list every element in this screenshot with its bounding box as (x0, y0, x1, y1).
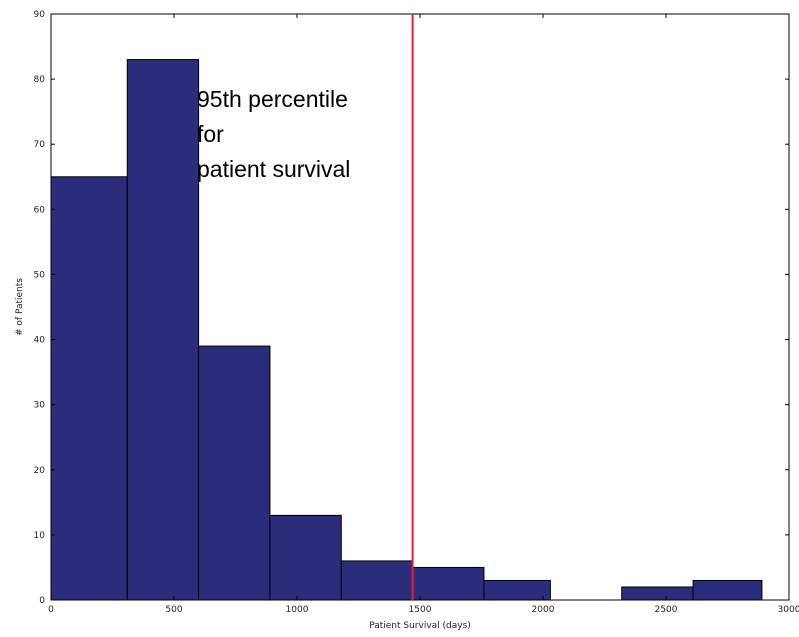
x-axis-label: Patient Survival (days) (369, 621, 471, 631)
y-tick-label: 0 (39, 596, 45, 606)
x-tick-label: 1000 (286, 605, 309, 615)
x-tick-label: 0 (48, 605, 54, 615)
y-axis-label: # of Patients (15, 278, 25, 336)
histogram-bar-4 (269, 514, 342, 601)
annotation-line-1: 95th percentile (197, 86, 348, 112)
histogram-bar-1 (50, 176, 128, 601)
x-tick-label: 500 (165, 605, 182, 615)
y-tick-label: 40 (34, 336, 46, 346)
y-tick-label: 30 (34, 401, 46, 411)
y-tick-label: 10 (34, 531, 46, 541)
histogram-bar-7 (483, 579, 551, 601)
ticks-group: 0 500 1000 1500 2000 2500 3000 0 10 20 30 40 50 60 70 8… (34, 10, 799, 615)
y-tick-label: 80 (34, 75, 46, 85)
histogram-bar-2 (126, 59, 200, 601)
y-tick-label: 90 (34, 10, 46, 20)
histogram-bar-5 (340, 560, 414, 601)
annotation-line-2: for (197, 121, 224, 147)
x-tick-label: 1500 (409, 605, 432, 615)
y-tick-label: 60 (34, 205, 46, 215)
histogram-bar-3 (198, 345, 271, 601)
y-tick-label: 70 (34, 140, 46, 150)
x-tick-label: 3000 (778, 605, 799, 615)
x-tick-label: 2500 (655, 605, 678, 615)
annotation-text: 95th percentile for patient survival (197, 86, 354, 182)
y-tick-label: 50 (34, 270, 46, 280)
plot-frame (50, 13, 790, 601)
annotation-line-3: patient survival (197, 156, 350, 182)
histogram-bar-9 (621, 586, 694, 601)
x-tick-label: 2000 (532, 605, 555, 615)
histogram-bar-10 (692, 579, 763, 601)
bars-group (50, 59, 763, 601)
histogram-bar-6 (412, 566, 485, 601)
y-tick-label: 20 (34, 466, 46, 476)
